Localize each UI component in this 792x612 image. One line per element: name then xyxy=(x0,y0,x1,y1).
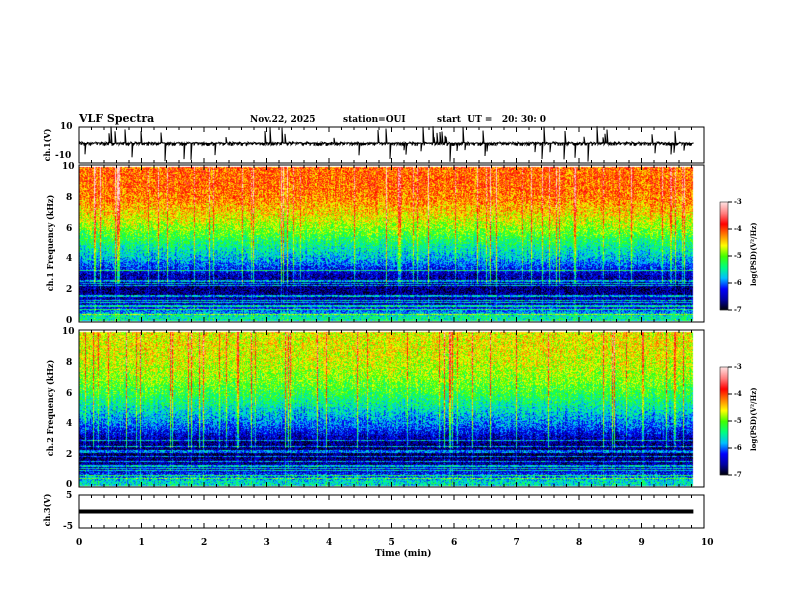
colorbar-tick-label: -5 xyxy=(734,416,742,425)
x-tick-label: 5 xyxy=(388,538,395,548)
colorbar-label: log(PSD)(V²/Hz) xyxy=(749,222,758,286)
freq-tick-label: 8 xyxy=(66,357,73,368)
ch1-ytick-top: 10 xyxy=(60,122,73,132)
x-tick-label: 1 xyxy=(138,538,145,548)
freq-tick-label: 0 xyxy=(66,480,73,490)
x-tick-label: 3 xyxy=(263,538,270,548)
x-tick-label: 7 xyxy=(513,538,520,548)
ch1-spec-ylabel: ch.1 Frequency (kHz) xyxy=(45,194,55,292)
freq-tick-label: 2 xyxy=(66,285,73,296)
ch3-ytick-top: 5 xyxy=(66,491,73,501)
start-time-label: start UT = 20: 30: 0 xyxy=(437,115,547,125)
ch2-spec-ylabel: ch.2 Frequency (kHz) xyxy=(45,359,55,457)
freq-tick-label: 10 xyxy=(62,327,75,337)
colorbar-label: log(PSD)(V²/Hz) xyxy=(749,387,758,451)
x-axis-label: Time (min) xyxy=(375,549,432,559)
x-tick-label: 9 xyxy=(638,538,645,548)
ch1-waveform-line xyxy=(78,126,694,162)
freq-tick-label: 4 xyxy=(66,254,73,265)
ch1-spectrogram-panel-frame xyxy=(78,164,705,323)
colorbar-tick-label: -4 xyxy=(734,389,742,398)
colorbar-tick-label: -5 xyxy=(734,251,742,260)
station-label: station=OUI xyxy=(343,115,406,125)
freq-tick-label: 0 xyxy=(66,316,73,326)
ch1-ylabel: ch.1(V) xyxy=(42,128,52,162)
x-tick-label: 2 xyxy=(201,538,208,548)
colorbar-tick-label: -4 xyxy=(734,224,742,233)
freq-tick-label: 2 xyxy=(66,450,73,461)
colorbar-frame xyxy=(719,366,729,476)
x-tick-label: 0 xyxy=(76,538,83,548)
freq-tick-label: 8 xyxy=(66,192,73,203)
colorbar-tick-label: -3 xyxy=(734,362,742,371)
x-tick-label: 8 xyxy=(576,538,583,548)
x-tick-label: 4 xyxy=(326,538,333,548)
x-tick-label: 10 xyxy=(701,538,714,548)
figure-title: VLF Spectra xyxy=(79,112,155,125)
date-label: Nov.22, 2025 xyxy=(250,115,316,125)
x-tick-label: 6 xyxy=(451,538,458,548)
colorbar-tick-label: -6 xyxy=(734,443,742,452)
ch2-spectrogram-panel-frame xyxy=(78,329,705,488)
freq-tick-label: 10 xyxy=(62,162,75,172)
freq-tick-label: 6 xyxy=(66,223,73,234)
colorbar-tick-label: -3 xyxy=(734,197,742,206)
colorbar-tick-label: -7 xyxy=(734,305,742,314)
colorbar-tick-label: -6 xyxy=(734,278,742,287)
freq-tick-label: 4 xyxy=(66,419,73,430)
freq-tick-label: 6 xyxy=(66,388,73,399)
colorbar-tick-label: -7 xyxy=(734,470,742,479)
ch1-ytick-bottom: -10 xyxy=(55,151,72,161)
ch3-ytick-bottom: -5 xyxy=(63,522,73,532)
ch3-ylabel: ch.3(V) xyxy=(42,493,52,527)
colorbar-frame xyxy=(719,201,729,311)
